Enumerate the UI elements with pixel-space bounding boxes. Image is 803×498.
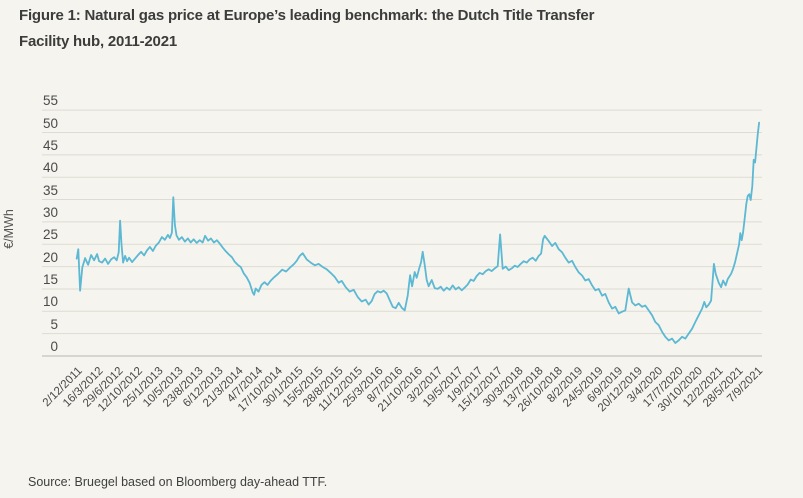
y-tick-label: 55 <box>42 93 58 109</box>
source-note: Source: Bruegel based on Bloomberg day-a… <box>28 475 328 489</box>
price-line <box>75 121 760 344</box>
y-tick-label: 5 <box>50 316 58 332</box>
y-tick-label: 15 <box>42 271 58 287</box>
y-tick-label: 50 <box>42 115 58 131</box>
y-tick-label: 10 <box>42 294 58 310</box>
gridlines <box>42 109 762 357</box>
y-tick-label: 40 <box>42 160 58 176</box>
figure-title: Figure 1: Natural gas price at Europe’s … <box>19 3 739 55</box>
y-tick-label: 35 <box>42 182 58 198</box>
y-tick-label: 25 <box>42 227 58 243</box>
y-tick-label: 20 <box>42 249 58 265</box>
y-tick-label: 0 <box>50 339 58 354</box>
y-tick-label: 30 <box>42 204 58 220</box>
figure-title-line2: Facility hub, 2011-2021 <box>19 33 177 50</box>
figure-title-line1: Figure 1: Natural gas price at Europe’s … <box>19 7 595 24</box>
y-tick-label: 45 <box>42 137 58 153</box>
